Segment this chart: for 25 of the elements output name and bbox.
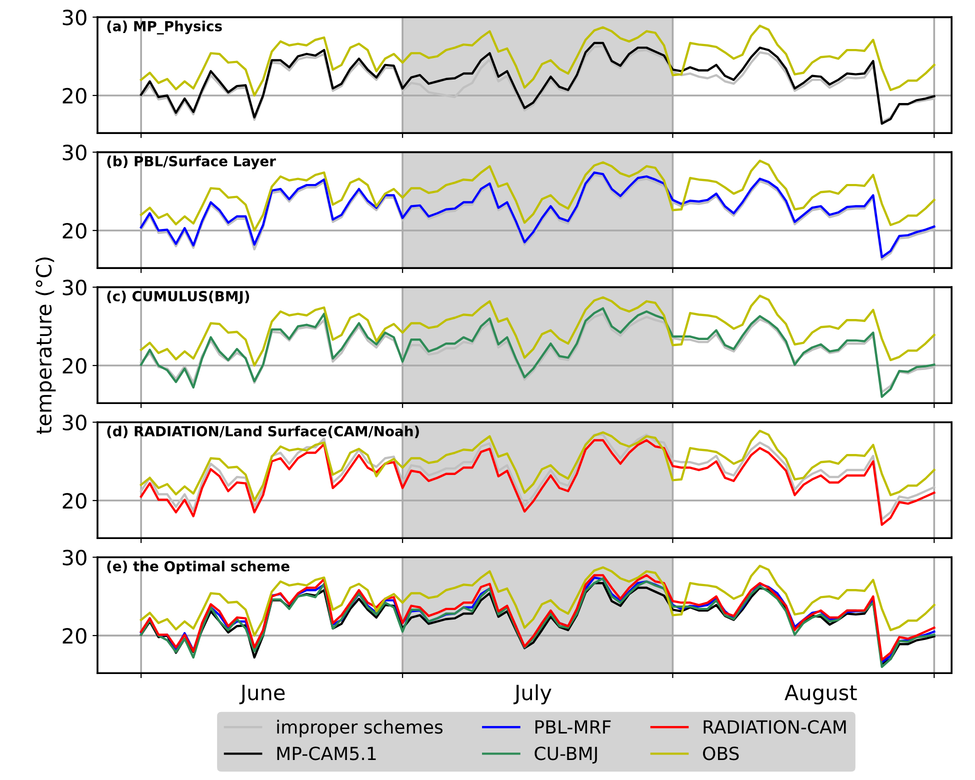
x-tick-label: July (513, 684, 552, 704)
legend-label: PBL-MRF (535, 720, 611, 734)
chart-title: (d) RADIATION/Land Surface(CAM/Noah) (107, 426, 419, 438)
legend-label: improper schemes (277, 720, 443, 738)
chart-title: (e) the Optimal scheme (107, 560, 290, 574)
y-tick-label: 20 (62, 492, 86, 509)
legend-label: MP-CAM5.1 (277, 746, 376, 760)
y-tick-label: 30 (62, 414, 86, 430)
y-axis-title: temperature (°C) (36, 258, 56, 434)
y-tick-label: 20 (62, 222, 86, 239)
y-tick-label: 30 (62, 550, 86, 566)
chart-title: (c) CUMULUS(BMJ) (107, 290, 250, 304)
x-tick-label: June (239, 684, 285, 704)
chart-title: (a) MP_Physics (107, 20, 222, 34)
y-tick-label: 30 (62, 280, 86, 296)
y-tick-label: 20 (62, 88, 86, 104)
legend-label: CU-BMJ (534, 746, 597, 764)
legend-label: RADIATION-CAM (704, 720, 846, 734)
y-tick-label: 30 (62, 10, 86, 26)
y-tick-label: 20 (62, 628, 86, 644)
legend-label: OBS (703, 746, 739, 760)
x-tick-label: August (784, 684, 857, 704)
chart-title: (b) PBL/Surface Layer (107, 156, 276, 170)
y-tick-label: 20 (62, 358, 86, 374)
y-tick-label: 30 (62, 144, 86, 160)
